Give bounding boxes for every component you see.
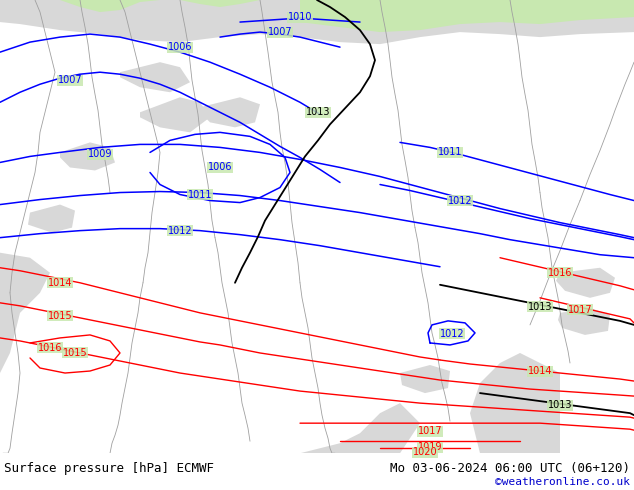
Text: 1012: 1012 — [167, 225, 192, 236]
Text: 1014: 1014 — [48, 278, 72, 288]
Text: 1010: 1010 — [288, 12, 313, 22]
Text: 1017: 1017 — [567, 305, 592, 315]
Text: 1011: 1011 — [437, 147, 462, 157]
Text: 1012: 1012 — [448, 196, 472, 205]
Text: 1013: 1013 — [548, 400, 573, 410]
Polygon shape — [556, 268, 615, 298]
Polygon shape — [400, 365, 450, 393]
Polygon shape — [0, 0, 634, 44]
Text: 1007: 1007 — [58, 75, 82, 85]
Text: 1009: 1009 — [87, 149, 112, 159]
Polygon shape — [300, 403, 420, 453]
Text: 1007: 1007 — [268, 27, 292, 37]
Text: ©weatheronline.co.uk: ©weatheronline.co.uk — [495, 477, 630, 487]
Polygon shape — [470, 353, 560, 453]
Polygon shape — [300, 0, 634, 32]
Text: 1015: 1015 — [63, 348, 87, 358]
Polygon shape — [0, 253, 50, 453]
Polygon shape — [558, 308, 610, 335]
Text: 1020: 1020 — [413, 447, 437, 457]
Text: 1013: 1013 — [306, 107, 330, 117]
Text: 1015: 1015 — [48, 311, 72, 321]
Polygon shape — [28, 204, 75, 233]
Text: 1019: 1019 — [418, 442, 443, 452]
Text: 1011: 1011 — [188, 190, 212, 199]
Polygon shape — [120, 62, 190, 92]
Text: 1006: 1006 — [168, 42, 192, 52]
Polygon shape — [200, 98, 260, 127]
Polygon shape — [0, 0, 280, 12]
Text: 1016: 1016 — [38, 343, 62, 353]
Text: 1014: 1014 — [527, 366, 552, 376]
Polygon shape — [60, 143, 115, 171]
Text: 1013: 1013 — [527, 302, 552, 312]
Text: 1012: 1012 — [440, 329, 464, 339]
Text: 1017: 1017 — [418, 426, 443, 436]
Text: 1006: 1006 — [208, 163, 232, 172]
Polygon shape — [140, 98, 210, 132]
Text: Mo 03-06-2024 06:00 UTC (06+120): Mo 03-06-2024 06:00 UTC (06+120) — [390, 462, 630, 475]
Text: Surface pressure [hPa] ECMWF: Surface pressure [hPa] ECMWF — [4, 462, 214, 475]
Text: 1016: 1016 — [548, 268, 573, 278]
